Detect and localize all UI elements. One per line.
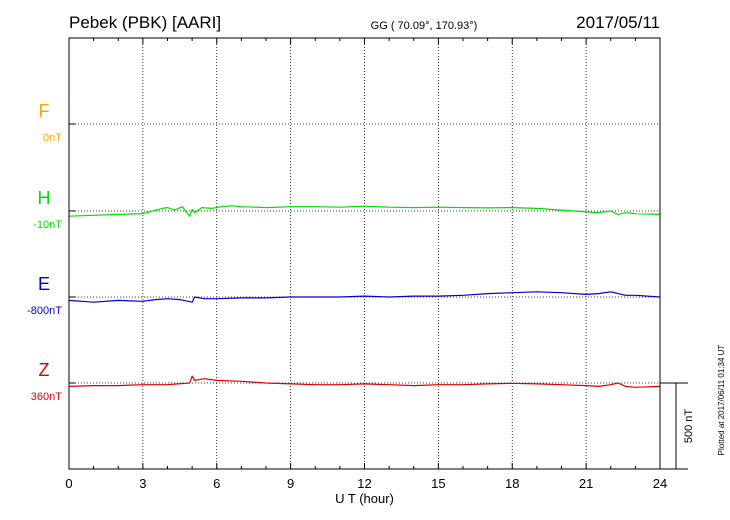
- series-name-e: E: [38, 274, 50, 294]
- grid-lines: [69, 38, 660, 469]
- x-axis-ticks: 0 3 6 9 12 15 18 21 24: [65, 38, 667, 491]
- geo-coordinates: GG ( 70.09°, 170.93°): [371, 20, 478, 32]
- x-tick-label: 24: [653, 476, 667, 491]
- x-tick-label: 21: [579, 476, 593, 491]
- series-baseline-f: 0nT: [43, 132, 62, 144]
- scale-bar: 500 nT: [660, 382, 695, 470]
- x-tick-label: 12: [357, 476, 371, 491]
- x-tick-label: 15: [431, 476, 445, 491]
- series-name-z: Z: [39, 360, 50, 380]
- scale-bar-label: 500 nT: [683, 409, 695, 444]
- series-name-f: F: [39, 101, 50, 121]
- series-labels: F 0nT H -10nT E -800nT Z 360nT: [27, 101, 62, 403]
- x-tick-label: 9: [287, 476, 294, 491]
- x-axis-label: U T (hour): [335, 491, 394, 506]
- series-baseline-z: 360nT: [31, 391, 62, 403]
- x-tick-label: 18: [505, 476, 519, 491]
- plot-date: 2017/05/11: [576, 13, 660, 32]
- x-tick-label: 6: [213, 476, 220, 491]
- series-baseline-h: -10nT: [33, 219, 62, 231]
- series-baseline-e: -800nT: [27, 305, 62, 317]
- x-tick-label: 3: [139, 476, 146, 491]
- plotted-timestamp: Plotted at 2017/06/11 01:34 UT: [717, 345, 726, 456]
- data-traces: [68, 205, 661, 388]
- trace-h: [68, 205, 661, 217]
- trace-e: [68, 291, 661, 303]
- station-title: Pebek (PBK) [AARI]: [69, 13, 221, 32]
- trace-z: [68, 375, 661, 388]
- series-name-h: H: [38, 188, 51, 208]
- x-tick-label: 0: [65, 476, 72, 491]
